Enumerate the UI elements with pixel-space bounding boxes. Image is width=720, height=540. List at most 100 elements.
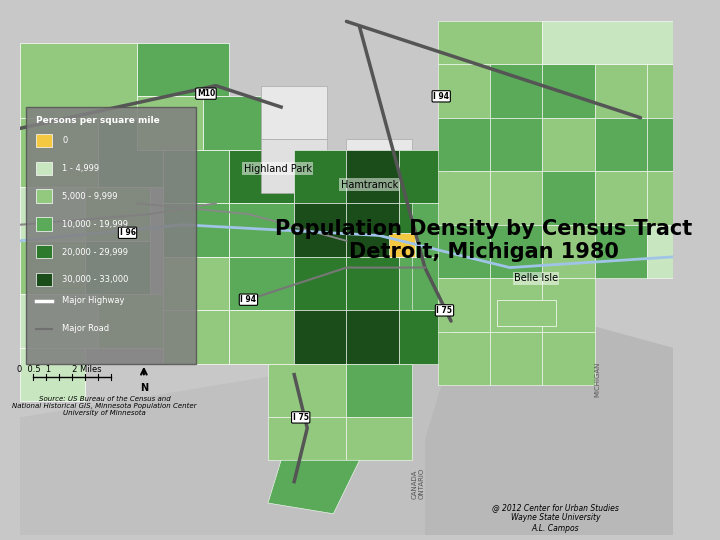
Text: I 94: I 94	[433, 92, 449, 101]
Text: I 75: I 75	[436, 306, 452, 315]
Polygon shape	[595, 225, 647, 278]
Text: I 96: I 96	[120, 228, 135, 237]
Polygon shape	[647, 171, 673, 225]
Polygon shape	[346, 310, 399, 364]
Polygon shape	[542, 171, 595, 225]
Polygon shape	[399, 150, 451, 204]
Polygon shape	[138, 96, 203, 150]
Polygon shape	[412, 257, 464, 310]
Polygon shape	[647, 118, 673, 171]
Polygon shape	[346, 364, 412, 417]
Polygon shape	[294, 364, 346, 417]
Polygon shape	[85, 241, 150, 294]
Bar	[36, 161, 53, 175]
Text: Hamtramck: Hamtramck	[341, 180, 398, 190]
Polygon shape	[438, 22, 542, 64]
Bar	[36, 217, 53, 231]
Polygon shape	[294, 257, 346, 310]
Text: Major Highway: Major Highway	[62, 296, 125, 305]
Polygon shape	[268, 417, 346, 460]
Polygon shape	[542, 118, 595, 171]
Polygon shape	[497, 300, 556, 327]
Bar	[36, 273, 53, 286]
Polygon shape	[346, 150, 399, 204]
Polygon shape	[294, 150, 346, 204]
Polygon shape	[490, 171, 542, 225]
Text: @ 2012 Center for Urban Studies
Wayne State University
A.L. Campos: @ 2012 Center for Urban Studies Wayne St…	[492, 503, 619, 533]
Text: Highland Park: Highland Park	[244, 164, 312, 173]
Polygon shape	[98, 294, 163, 348]
Polygon shape	[542, 64, 595, 118]
Polygon shape	[542, 278, 595, 332]
Polygon shape	[595, 64, 647, 118]
Text: Population Density by Census Tract
Detroit, Michigan 1980: Population Density by Census Tract Detro…	[275, 219, 693, 262]
Polygon shape	[346, 139, 412, 193]
Text: M10: M10	[197, 89, 215, 98]
Polygon shape	[490, 64, 542, 118]
Polygon shape	[438, 64, 490, 118]
Text: I 94: I 94	[240, 295, 256, 304]
Polygon shape	[490, 118, 542, 171]
Polygon shape	[138, 43, 229, 96]
Polygon shape	[399, 204, 451, 257]
Polygon shape	[268, 364, 346, 417]
Polygon shape	[389, 233, 415, 257]
Polygon shape	[98, 118, 163, 187]
Polygon shape	[346, 257, 399, 310]
Polygon shape	[163, 204, 229, 257]
Text: Major Road: Major Road	[62, 324, 109, 333]
Polygon shape	[542, 225, 595, 278]
Polygon shape	[294, 204, 346, 257]
Polygon shape	[19, 43, 138, 118]
Polygon shape	[261, 139, 327, 193]
Polygon shape	[647, 64, 673, 118]
Polygon shape	[438, 225, 490, 278]
Polygon shape	[229, 257, 294, 310]
Polygon shape	[412, 204, 464, 257]
Polygon shape	[490, 225, 542, 278]
Polygon shape	[490, 332, 542, 386]
Polygon shape	[294, 310, 346, 364]
Bar	[26, 107, 196, 364]
Text: Persons per square mile: Persons per square mile	[36, 116, 160, 125]
Bar	[36, 245, 53, 259]
Polygon shape	[85, 187, 150, 241]
Text: 10,000 - 19,999: 10,000 - 19,999	[62, 220, 128, 229]
Polygon shape	[229, 310, 294, 364]
Polygon shape	[19, 241, 85, 294]
Polygon shape	[399, 257, 451, 310]
Polygon shape	[438, 118, 490, 171]
Polygon shape	[542, 332, 595, 386]
Text: CANADA
ONTARIO: CANADA ONTARIO	[412, 468, 425, 498]
Polygon shape	[229, 150, 294, 204]
Polygon shape	[19, 118, 98, 187]
Polygon shape	[19, 332, 510, 535]
Text: I 75: I 75	[293, 413, 309, 422]
Bar	[36, 190, 53, 203]
Polygon shape	[490, 278, 542, 332]
Text: 5,000 - 9,999: 5,000 - 9,999	[62, 192, 117, 201]
Polygon shape	[203, 96, 268, 150]
Text: 30,000 - 33,000: 30,000 - 33,000	[62, 275, 129, 285]
Polygon shape	[425, 321, 673, 535]
Text: 0: 0	[62, 136, 68, 145]
Polygon shape	[19, 348, 85, 401]
Polygon shape	[542, 22, 673, 64]
Polygon shape	[399, 310, 451, 364]
Polygon shape	[268, 460, 359, 514]
Polygon shape	[19, 294, 98, 348]
Polygon shape	[647, 225, 673, 278]
Text: MICHIGAN: MICHIGAN	[595, 362, 600, 397]
Polygon shape	[595, 171, 647, 225]
Polygon shape	[346, 364, 399, 417]
Polygon shape	[346, 204, 399, 257]
Text: 0  0.5  1        2 Miles: 0 0.5 1 2 Miles	[17, 365, 102, 374]
Bar	[36, 134, 53, 147]
Text: N: N	[140, 383, 148, 393]
Polygon shape	[229, 204, 294, 257]
Polygon shape	[163, 257, 229, 310]
Text: 20,000 - 29,999: 20,000 - 29,999	[62, 247, 128, 256]
Text: Belle Isle: Belle Isle	[514, 273, 558, 284]
Polygon shape	[163, 150, 229, 204]
Text: Source: US Bureau of the Census and
National Historical GIS, Minnesota Populatio: Source: US Bureau of the Census and Nati…	[12, 396, 197, 416]
